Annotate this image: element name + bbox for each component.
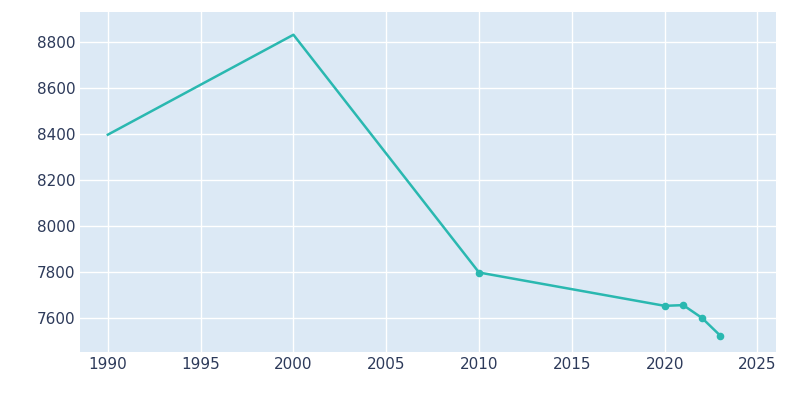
Point	[658, 303, 671, 309]
Point	[714, 332, 726, 339]
Point	[473, 269, 486, 276]
Point	[677, 302, 690, 308]
Point	[695, 314, 708, 321]
